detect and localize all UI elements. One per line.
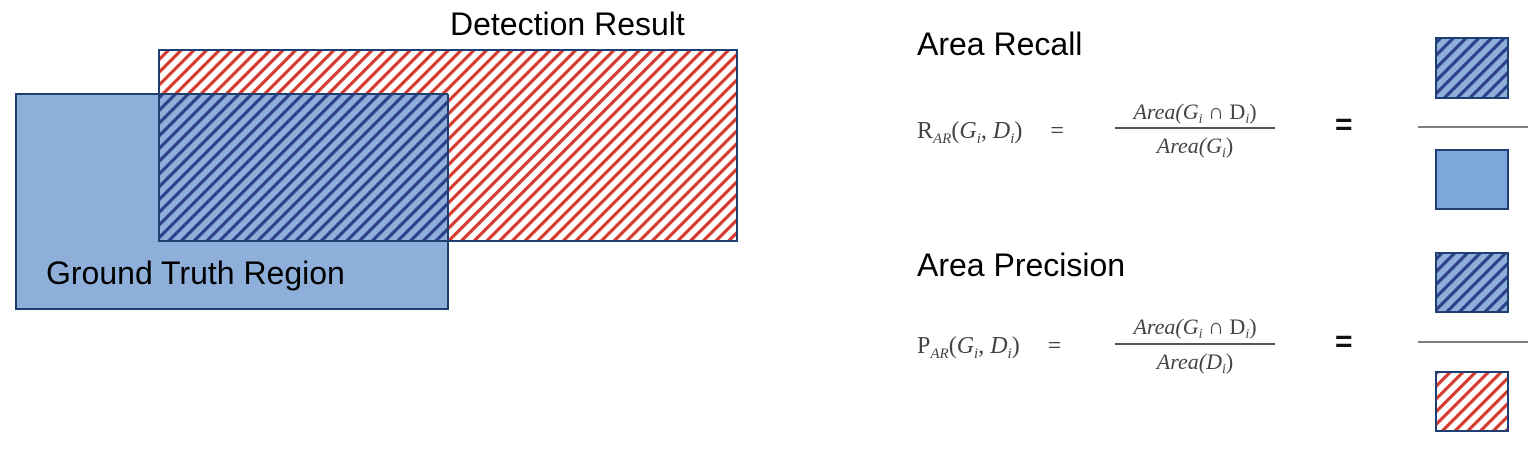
overlap-rect bbox=[160, 95, 447, 240]
area-precision-title: Area Precision bbox=[917, 247, 1126, 283]
precision-denominator: Area(Di) bbox=[1156, 349, 1234, 377]
recall-lhs-equals: = bbox=[1050, 118, 1064, 144]
recall-denominator-swatch bbox=[1435, 149, 1509, 210]
recall-numerator: Area(Gi ∩ Di) bbox=[1133, 99, 1257, 127]
precision-equals-sign: = bbox=[1335, 325, 1353, 358]
ground-truth-label: Ground Truth Region bbox=[46, 255, 345, 291]
area-recall-title: Area Recall bbox=[917, 26, 1083, 62]
precision-lhs: PAR(Gi, Di) = bbox=[917, 333, 1062, 362]
recall-formula-line bbox=[1115, 127, 1275, 129]
precision-formula-line bbox=[1115, 343, 1275, 345]
recall-equals-sign: = bbox=[1335, 108, 1353, 141]
recall-lhs-symbol: R bbox=[917, 118, 934, 144]
detection-result-label: Detection Result bbox=[450, 6, 685, 42]
precision-numerator-swatch bbox=[1435, 252, 1509, 313]
precision-lhs-subscript: AR bbox=[930, 346, 949, 362]
recall-lhs-subscript: AR bbox=[933, 131, 952, 147]
precision-lhs-symbol: P bbox=[917, 333, 931, 359]
precision-denominator-swatch bbox=[1435, 371, 1509, 432]
recall-numerator-swatch bbox=[1435, 37, 1509, 99]
recall-denominator: Area(Gi) bbox=[1156, 133, 1234, 161]
precision-numerator: Area(Gi ∩ Di) bbox=[1133, 314, 1257, 342]
recall-lhs: RAR(Gi, Di) = bbox=[917, 118, 1064, 147]
